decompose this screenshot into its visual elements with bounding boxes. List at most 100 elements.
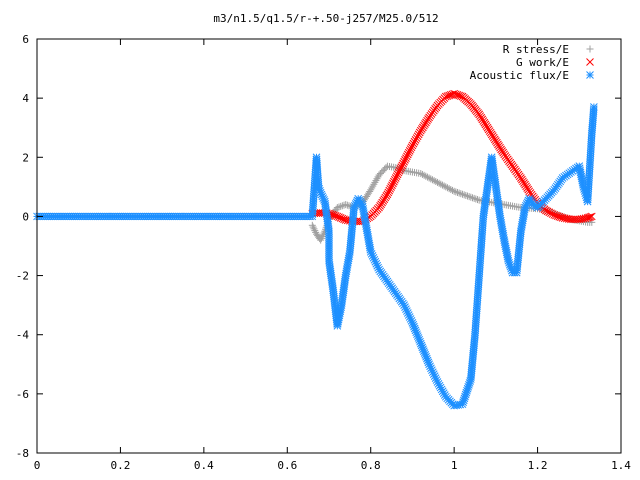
data-point [401,156,409,164]
data-point [311,227,319,235]
data-point [457,190,465,198]
x-tick-label: 1.4 [611,459,631,472]
x-tick-label: 1.2 [528,459,548,472]
data-point [391,174,400,182]
data-point [394,168,403,177]
legend-marker [586,71,594,79]
data-point [409,139,418,148]
data-point [411,136,420,144]
data-point [404,148,413,157]
data-point [427,175,435,183]
y-tick-label: 2 [22,151,29,164]
data-point [448,186,456,194]
data-point [445,185,453,193]
data-point [342,201,350,209]
x-tick-label: 0.2 [110,459,130,472]
data-point [319,231,327,239]
data-point [335,203,343,211]
data-point [458,190,466,198]
data-point [425,174,433,182]
data-point [437,180,445,188]
data-point [587,212,596,221]
data-point [455,189,463,197]
data-point [399,159,408,168]
data-point [412,134,421,142]
data-point [452,188,460,196]
y-tick-label: 4 [22,92,29,105]
data-point [420,171,428,179]
data-point [318,233,326,241]
data-point [470,194,478,202]
data-point [396,165,405,173]
y-tick-label: -2 [16,270,29,283]
data-point [309,223,317,231]
data-point [463,192,471,200]
data-point [472,195,480,203]
data-point [433,178,441,186]
data-point [308,221,316,229]
legend-marker [586,45,594,53]
data-point [402,154,410,162]
data-point [422,172,430,180]
data-point [393,170,402,179]
data-point [435,179,443,187]
data-point [447,186,455,194]
data-point [430,177,438,185]
data-point [400,157,408,166]
data-point [317,234,325,242]
data-point [413,132,422,141]
data-point [406,145,415,153]
data-point [414,130,423,139]
data-point [408,141,417,150]
data-point [450,187,458,195]
data-point [443,184,451,192]
data-point [395,166,404,175]
data-point [405,147,414,155]
data-point [407,143,416,152]
y-tick-label: 6 [22,33,29,46]
data-point [465,193,473,201]
data-point [390,175,399,184]
y-tick-label: -6 [16,388,29,401]
y-tick-label: -8 [16,447,29,460]
data-point [462,191,470,199]
data-point [415,128,424,137]
plot-frame [36,38,622,454]
x-tick-label: 0.8 [361,459,381,472]
data-point [397,163,406,171]
data-point [338,202,346,210]
data-point [428,176,436,184]
data-point [387,183,395,191]
legend-label: R stress/E [503,43,569,56]
data-point [453,188,461,196]
data-point [392,172,401,181]
data-point [317,236,325,244]
data-point [467,193,475,201]
data-point [345,202,353,210]
data-point [474,196,482,204]
y-tick-label: -4 [16,329,30,342]
data-point [385,186,394,195]
y-tick-label: 0 [22,210,29,223]
x-tick-label: 0 [34,459,41,472]
data-point [432,178,440,186]
data-point [389,179,397,188]
data-point [417,170,425,178]
axes: -8 -6 -4 -2 0 2 4 6 0 0.2 0.4 0.6 0.8 1 1.2 1.4 [16,33,632,472]
data-point [468,194,476,202]
data-point [366,187,374,195]
data-point [333,204,341,212]
data-point [337,202,345,210]
data-point [386,184,395,193]
chart-title: m3/n1.5/q1.5/r-+.50-j257/M25.0/512 [213,12,438,25]
data-point [343,201,351,209]
data-point [440,182,448,190]
data-point [310,225,318,233]
data-point [390,177,398,186]
data-point [410,137,419,146]
data-point [418,170,426,178]
data-point [403,150,412,159]
data-point [388,181,396,190]
